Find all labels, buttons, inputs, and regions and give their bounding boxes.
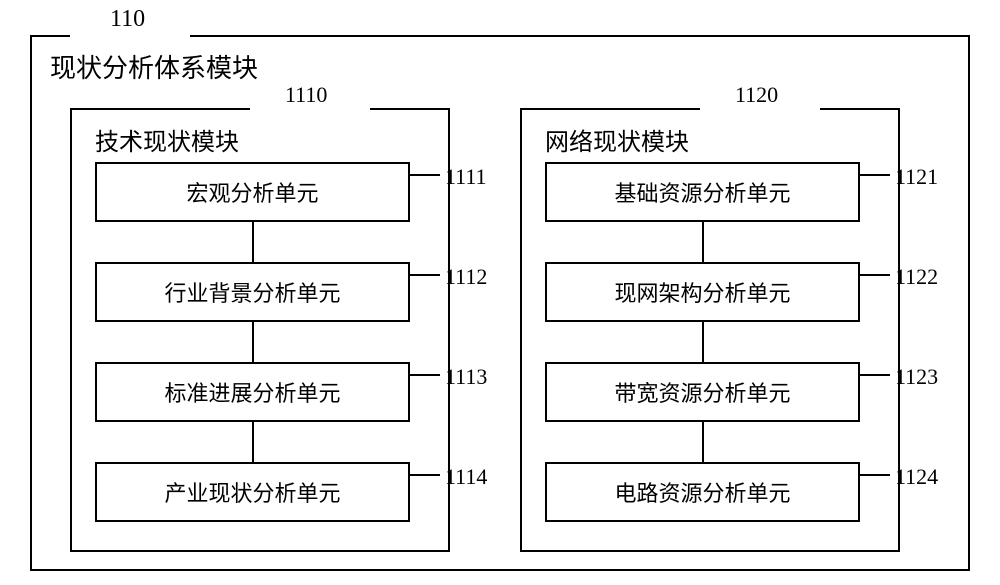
unit-box: 标准进展分析单元	[95, 362, 410, 422]
unit-lead-line	[860, 474, 890, 476]
unit-lead-line	[860, 374, 890, 376]
module-number: 1120	[735, 82, 778, 108]
unit-lead-line	[410, 174, 440, 176]
unit-box: 现网架构分析单元	[545, 262, 860, 322]
unit-label: 现网架构分析单元	[614, 276, 790, 308]
unit-label: 行业背景分析单元	[164, 276, 340, 308]
module-number: 1110	[285, 82, 327, 108]
unit-lead-line	[410, 474, 440, 476]
unit-box: 电路资源分析单元	[545, 462, 860, 522]
unit-label: 产业现状分析单元	[164, 476, 340, 508]
unit-number: 1122	[895, 264, 938, 290]
unit-lead-line	[860, 274, 890, 276]
outer-number: 110	[110, 6, 145, 33]
outer-title: 现状分析体系模块	[50, 48, 258, 85]
unit-lead-line	[410, 274, 440, 276]
unit-connector	[702, 322, 704, 362]
unit-lead-line	[860, 174, 890, 176]
unit-number: 1123	[895, 364, 938, 390]
unit-box: 宏观分析单元	[95, 162, 410, 222]
unit-connector	[252, 322, 254, 362]
module-title: 技术现状模块	[95, 122, 239, 157]
unit-number: 1113	[445, 364, 487, 390]
unit-number: 1111	[445, 164, 487, 190]
unit-connector	[702, 222, 704, 262]
unit-connector	[252, 422, 254, 462]
unit-number: 1114	[445, 464, 487, 490]
unit-number: 1112	[445, 264, 487, 290]
unit-number: 1121	[895, 164, 938, 190]
unit-lead-line	[410, 374, 440, 376]
unit-box: 产业现状分析单元	[95, 462, 410, 522]
unit-box: 基础资源分析单元	[545, 162, 860, 222]
unit-number: 1124	[895, 464, 938, 490]
unit-box: 行业背景分析单元	[95, 262, 410, 322]
unit-box: 带宽资源分析单元	[545, 362, 860, 422]
unit-label: 宏观分析单元	[186, 176, 318, 208]
unit-connector	[702, 422, 704, 462]
unit-label: 标准进展分析单元	[164, 376, 340, 408]
module-title: 网络现状模块	[545, 122, 689, 157]
unit-label: 带宽资源分析单元	[614, 376, 790, 408]
unit-label: 基础资源分析单元	[614, 176, 790, 208]
unit-connector	[252, 222, 254, 262]
unit-label: 电路资源分析单元	[614, 476, 790, 508]
